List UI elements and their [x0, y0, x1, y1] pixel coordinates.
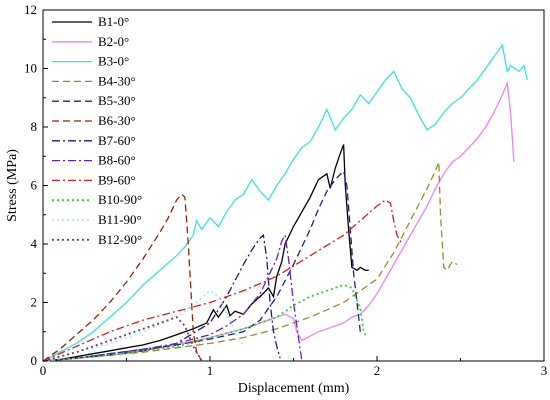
- y-tick-label: 10: [24, 61, 37, 76]
- y-axis-title: Stress (MPa): [5, 149, 20, 222]
- legend-label-4: B5-30°: [98, 93, 136, 108]
- legend-label-1: B2-0°: [98, 34, 129, 49]
- series-line-10: [42, 289, 245, 362]
- y-tick-label: 8: [31, 119, 38, 134]
- x-axis-title: Displacement (mm): [238, 381, 350, 396]
- series-line-11: [42, 316, 203, 362]
- series-line-7: [42, 233, 303, 362]
- legend-label-11: B12-90°: [98, 232, 142, 247]
- series-line-4: [42, 169, 361, 362]
- series-line-3: [42, 161, 458, 362]
- series-line-5: [42, 193, 203, 362]
- series-line-1: [42, 80, 515, 362]
- legend-label-5: B6-30°: [98, 113, 136, 128]
- legend-label-2: B3-0°: [98, 54, 129, 69]
- series-layer: [42, 43, 528, 362]
- legend-label-8: B9-60°: [98, 172, 136, 187]
- series-line-8: [42, 199, 403, 362]
- y-tick-label: 0: [31, 353, 38, 368]
- series-line-0: [42, 144, 369, 362]
- series-line-2: [42, 43, 528, 362]
- x-tick-label: 3: [541, 363, 548, 378]
- legend-label-3: B4-30°: [98, 73, 136, 88]
- legend-label-9: B10-90°: [98, 192, 142, 207]
- legend: B1-0° B2-0° B3-0° B4-30° B5-30° B6-30° B7-60° B…: [52, 14, 142, 247]
- legend-label-7: B8-60°: [98, 153, 136, 168]
- x-tick-label: 2: [374, 363, 381, 378]
- y-tick-label: 2: [31, 295, 38, 310]
- x-tick-label: 1: [207, 363, 214, 378]
- series-line-6: [42, 233, 281, 362]
- legend-label-0: B1-0°: [98, 14, 129, 29]
- y-tick-label: 6: [31, 178, 38, 193]
- legend-label-10: B11-90°: [98, 212, 142, 227]
- y-tick-label: 4: [31, 236, 38, 251]
- x-tick-label: 0: [40, 363, 47, 378]
- legend-label-6: B7-60°: [98, 133, 136, 148]
- y-tick-label: 12: [24, 2, 37, 17]
